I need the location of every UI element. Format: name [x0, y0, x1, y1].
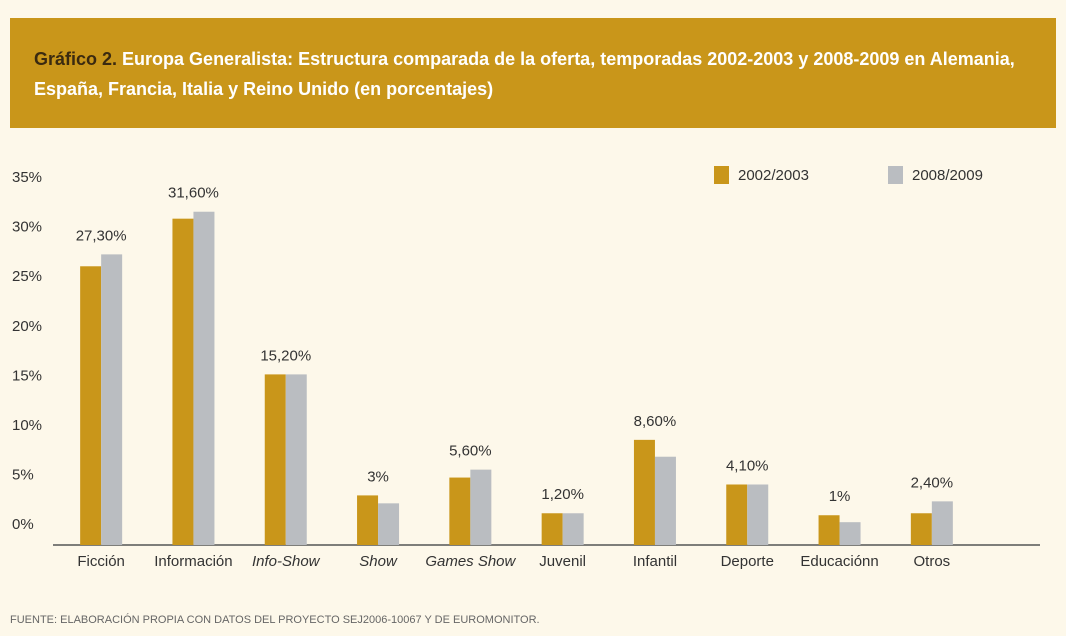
x-tick-label: Otros: [914, 553, 951, 570]
y-tick-label: 35%: [12, 169, 42, 186]
y-tick-label: 10%: [12, 417, 42, 434]
title-box: Gráfico 2. Europa Generalista: Estructur…: [10, 18, 1056, 128]
data-label: 1%: [829, 488, 851, 505]
title-label: Gráfico 2.: [34, 49, 118, 69]
bar: [172, 218, 194, 545]
bar: [633, 439, 655, 545]
bar: [449, 477, 471, 545]
legend-label: 2002/2003: [738, 167, 809, 184]
data-label: 3%: [367, 468, 389, 485]
x-tick-label: Games Show: [425, 553, 516, 570]
data-label: 5,60%: [449, 443, 492, 460]
bar: [193, 211, 215, 546]
bar: [541, 513, 563, 545]
source: FUENTE: ELABORACIÓN PROPIA CON DATOS DEL…: [10, 613, 540, 626]
legend-swatch: [888, 166, 903, 184]
x-tick-label: Show: [359, 553, 398, 570]
x-tick-label: Deporte: [721, 553, 774, 570]
data-label: 8,60%: [634, 413, 677, 430]
data-label: 2,40%: [911, 474, 954, 491]
x-tick-label: Juvenil: [539, 553, 586, 570]
bar: [285, 374, 307, 545]
bar: [264, 374, 286, 545]
x-tick-label: Infantil: [633, 553, 677, 570]
chart-title: Europa Generalista: Estructura comparada…: [34, 49, 1015, 99]
x-tick-label: Información: [154, 553, 232, 570]
bar: [839, 522, 861, 545]
y-tick-label: 25%: [12, 268, 42, 285]
data-label: 27,30%: [76, 227, 127, 244]
bar: [654, 456, 676, 545]
legend-swatch: [714, 166, 729, 184]
y-tick-label: 0%: [12, 516, 34, 533]
y-tick-label: 30%: [12, 219, 42, 236]
y-tick-label: 15%: [12, 367, 42, 384]
bar: [562, 513, 584, 545]
bar: [101, 254, 123, 545]
bar: [80, 266, 102, 545]
x-tick-label: Educaciónn: [800, 553, 878, 570]
y-tick-label: 5%: [12, 467, 34, 484]
bar: [931, 501, 953, 545]
bar: [818, 515, 840, 545]
x-tick-label: Info-Show: [252, 553, 321, 570]
legend-label: 2008/2009: [912, 167, 983, 184]
bar: [470, 469, 492, 545]
x-tick-label: Ficción: [77, 553, 125, 570]
bar: [726, 484, 748, 545]
data-label: 4,10%: [726, 457, 769, 474]
bar: [357, 495, 379, 545]
y-tick-label: 20%: [12, 318, 42, 335]
bar: [747, 484, 769, 545]
data-label: 31,60%: [168, 185, 219, 202]
data-label: 1,20%: [541, 486, 584, 503]
bar: [910, 513, 932, 545]
bar: [378, 503, 400, 545]
data-label: 15,20%: [260, 347, 311, 364]
